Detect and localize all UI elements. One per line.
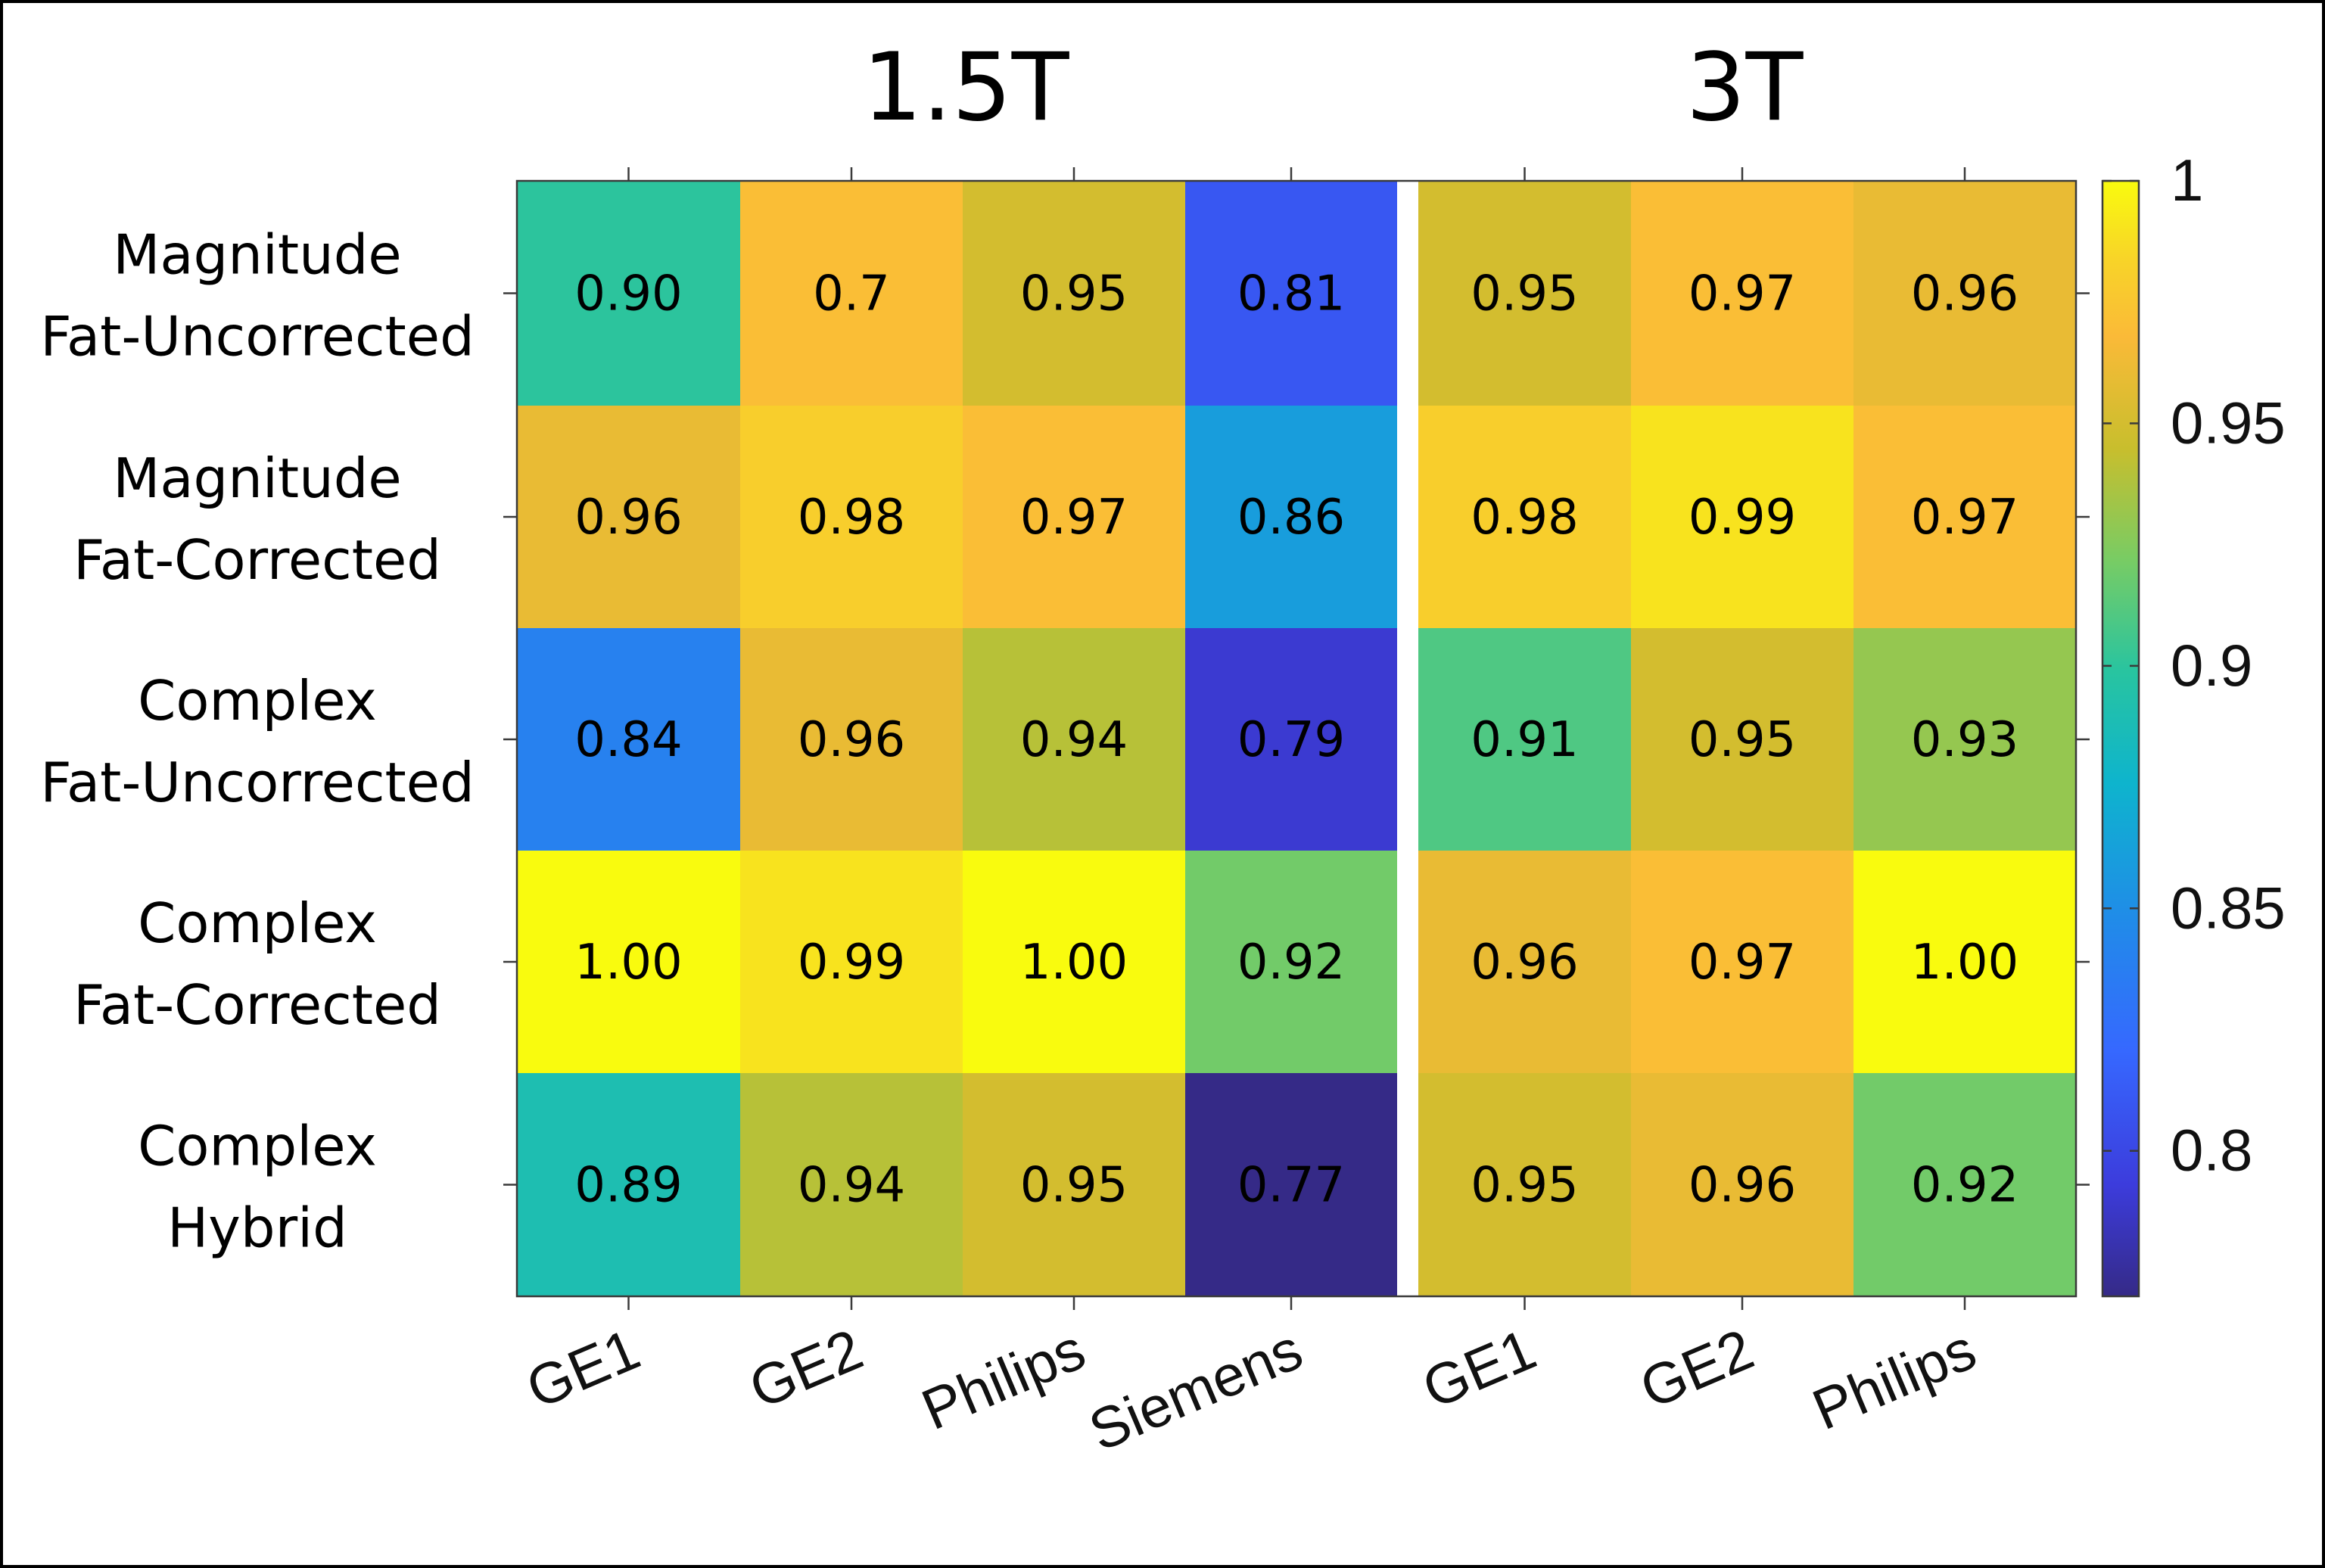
group-title: 3T [1686,33,1804,142]
cell-value-label: 0.86 [1237,490,1346,546]
cell-value-label: 0.95 [1689,712,1797,768]
heatmap-row: 0.96 0.98 0.97 0.86 0.98 0.99 0.97 [517,406,2076,628]
heatmap-row: 1.00 0.99 1.00 0.92 0.96 0.97 1.00 [517,851,2076,1073]
heatmap-cell [1853,628,2076,851]
colorbar-tick-label: 0.85 [2171,874,2286,941]
heatmap-cell [1631,181,1853,406]
cell-value-label: 0.96 [798,712,906,768]
heatmap-cell [1185,628,1397,851]
heatmap-cell [1418,1073,1631,1296]
heatmap-cell [1185,181,1397,406]
colorbar-tick-label: 0.8 [2171,1117,2252,1184]
cell-value-label: 0.81 [1237,266,1346,322]
heatmap-cell [517,1073,740,1296]
heatmap-cell [1631,851,1853,1073]
cell-value-label: 0.98 [1471,490,1579,546]
heatmap-cell [1631,406,1853,628]
group-separator [1397,181,1418,1296]
heatmap-cell [1853,181,2076,406]
cell-value-label: 0.97 [1689,935,1797,991]
row-label: Complex Fat-Uncorrected [40,669,475,814]
cell-value-label: 0.90 [574,266,683,322]
heatmap-cell [963,1073,1185,1296]
cell-value-label: 1.00 [1911,935,2019,991]
colorbar-tick-label: 0.9 [2171,632,2252,698]
cell-value-label: 0.97 [1689,266,1797,322]
heatmap-cell [1418,628,1631,851]
heatmap-cell [963,181,1185,406]
x-tick-label: GE1 [518,1317,649,1421]
cell-value-label: 0.96 [1689,1158,1797,1214]
heatmap-cell [740,851,963,1073]
heatmap-cell [1853,1073,2076,1296]
heatmap-cell [1185,406,1397,628]
cell-value-label: 0.96 [1911,266,2019,322]
cell-value-label: 0.98 [798,490,906,546]
cell-value-label: 0.94 [798,1158,906,1214]
heatmap-cell [517,181,740,406]
heatmap-cell [740,406,963,628]
cell-value-label: 0.96 [1471,935,1579,991]
x-tick-label: Siemens [1080,1317,1311,1464]
cell-value-label: 0.96 [574,490,683,546]
cell-value-label: 0.77 [1237,1158,1346,1214]
heatmap-cell [1418,851,1631,1073]
heatmap-cell [963,628,1185,851]
heatmap-row: 0.90 0.7 0.95 0.81 0.95 0.97 0.96 [517,181,2076,406]
cell-value-label: 0.99 [798,935,906,991]
heatmap-cell [1185,851,1397,1073]
row-label: Magnitude Fat-Uncorrected [40,223,475,369]
cell-value-label: 1.00 [1020,935,1128,991]
cell-value-label: 0.95 [1020,1158,1128,1214]
colorbar-tick-label: 1 [2171,147,2203,213]
cell-value-label: 0.93 [1911,712,2019,768]
cell-value-label: 0.97 [1020,490,1128,546]
row-label: Magnitude Fat-Corrected [73,446,441,592]
cell-value-label: 0.97 [1911,490,2019,546]
heatmap-cell [740,628,963,851]
colorbar-tick-label: 0.95 [2171,389,2286,456]
x-tick-label: GE2 [1631,1317,1762,1421]
heatmap-cell [740,181,963,406]
heatmap-cell [1418,406,1631,628]
heatmap-cell [1418,181,1631,406]
heatmap-row: 0.84 0.96 0.94 0.79 0.91 0.95 0.93 [517,628,2076,851]
x-tick-label: GE1 [1414,1317,1545,1421]
cell-value-label: 0.92 [1237,935,1346,991]
x-tick-label: Philips [1804,1317,1984,1442]
cell-value-label: 0.89 [574,1158,683,1214]
heatmap-cell [1185,1073,1397,1296]
heatmap-cell [517,628,740,851]
cell-value-label: 0.92 [1911,1158,2019,1214]
cell-value-label: 0.95 [1471,266,1579,322]
cell-value-label: 0.79 [1237,712,1346,768]
x-tick-label: GE2 [740,1317,871,1421]
colorbar [2101,179,2140,1298]
x-tick-label: Philips [913,1317,1094,1442]
heatmap-cell [1631,1073,1853,1296]
cell-value-label: 1.00 [574,935,683,991]
group-title: 1.5T [863,33,1070,142]
cell-value-label: 0.7 [813,266,890,322]
heatmap-cell [517,851,740,1073]
heatmap-chart: 1.5T 3T 0.90 0.7 0.95 0.81 0.95 0.97 0.960.96 0.… [40,33,2286,1464]
cell-value-label: 0.84 [574,712,683,768]
row-label: Complex Fat-Corrected [73,891,441,1037]
cell-value-label: 0.94 [1020,712,1128,768]
heatmap-cell [517,406,740,628]
heatmap-cell [1631,628,1853,851]
heatmap-cell [963,851,1185,1073]
heatmap-cell [1853,851,2076,1073]
heatmap-cell [1853,406,2076,628]
heatmap-row: 0.89 0.94 0.95 0.77 0.95 0.96 0.92 [517,1073,2076,1296]
row-label: Complex Hybrid [138,1115,377,1260]
cell-value-label: 0.95 [1020,266,1128,322]
cell-value-label: 0.99 [1689,490,1797,546]
heatmap-cell [963,406,1185,628]
cell-value-label: 0.95 [1471,1158,1579,1214]
heatmap-cell [740,1073,963,1296]
cell-value-label: 0.91 [1471,712,1579,768]
